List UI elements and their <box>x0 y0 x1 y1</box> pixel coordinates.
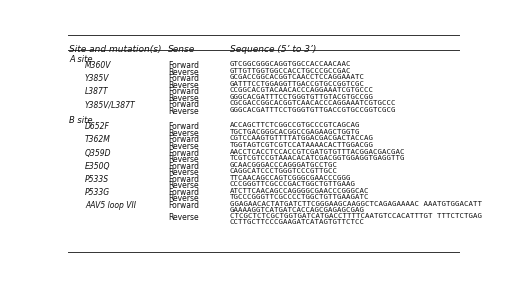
Text: D652F: D652F <box>85 122 110 131</box>
Text: Forward: Forward <box>168 135 199 145</box>
Text: Reverse: Reverse <box>168 213 198 222</box>
Text: Forward: Forward <box>168 74 199 83</box>
Text: Sense: Sense <box>168 45 195 54</box>
Text: CGCGACCGGCACGGTCAACACCCAGGAAATCGTGCCC: CGCGACCGGCACGGTCAACACCCAGGAAATCGTGCCC <box>230 101 396 107</box>
Text: Forward: Forward <box>168 201 199 210</box>
Text: Reverse: Reverse <box>168 155 198 164</box>
Text: P533G: P533G <box>85 188 110 197</box>
Text: Reverse: Reverse <box>168 168 198 177</box>
Text: P533S: P533S <box>85 175 109 184</box>
Text: M360V: M360V <box>85 61 112 70</box>
Text: Sequence (5’ to 3’): Sequence (5’ to 3’) <box>230 45 316 54</box>
Text: GCGACCGGCACGGTCAACCTCCAGGAAATC: GCGACCGGCACGGTCAACCTCCAGGAAATC <box>230 74 364 80</box>
Text: GTCGGCGGGCAGGTGGCCACCAACAAC: GTCGGCGGGCAGGTGGCCACCAACAAC <box>230 61 351 67</box>
Text: Reverse: Reverse <box>168 181 198 190</box>
Text: CCTTGCTTCCCGAAGATCATAGTGTTCTCC: CCTTGCTTCCCGAAGATCATAGTGTTCTCC <box>230 219 364 226</box>
Text: TGCTGACGGGCACGGCCGAGAAGCTGGTG: TGCTGACGGGCACGGCCGAGAAGCTGGTG <box>230 129 360 135</box>
Text: CAGGCATCCCTGGGTCCCGTTGCC: CAGGCATCCCTGGGTCCCGTTGCC <box>230 168 338 174</box>
Text: B site: B site <box>69 116 93 125</box>
Text: Reverse: Reverse <box>168 68 198 77</box>
Text: TCGTCGTCCGTAAACACATCGACGGTGGAGGTGAGGTTG: TCGTCGTCCGTAAACACATCGACGGTGGAGGTGAGGTTG <box>230 155 405 161</box>
Text: GGGCACGATTTCCTGGGTGTTGTACGTGCCGG: GGGCACGATTTCCTGGGTGTTGTACGTGCCGG <box>230 94 374 100</box>
Text: Y385V/L387T: Y385V/L387T <box>85 101 136 109</box>
Text: CCCGGGTTCGCCCGACTGGCTGTTGAAG: CCCGGGTTCGCCCGACTGGCTGTTGAAG <box>230 181 356 187</box>
Text: TGGTAGTCGTCGTCCATAAAACACTTGGACGG: TGGTAGTCGTCGTCCATAAAACACTTGGACGG <box>230 142 374 148</box>
Text: GGGCACGATTTCCTGGGTGTTGACCGTGCCGGTCGCG: GGGCACGATTTCCTGGGTGTTGACCGTGCCGGTCGCG <box>230 107 396 113</box>
Text: Site and mutation(s): Site and mutation(s) <box>69 45 161 54</box>
Text: GTTGTTGGTGGCCACCTGCCCGCCGAC: GTTGTTGGTGGCCACCTGCCCGCCGAC <box>230 68 351 74</box>
Text: Reverse: Reverse <box>168 142 198 151</box>
Text: Q359D: Q359D <box>85 149 112 158</box>
Text: GGAGAACACTATGATCTTCGGGAAGCAAGGCTCAGAGAAAAC AAATGTGGACATT: GGAGAACACTATGATCTTCGGGAAGCAAGGCTCAGAGAAA… <box>230 201 482 207</box>
Text: ACCAGCTTCTCGGCCGTGCCCGTCAGCAG: ACCAGCTTCTCGGCCGTGCCCGTCAGCAG <box>230 122 360 128</box>
Text: Forward: Forward <box>168 122 199 131</box>
Text: E350Q: E350Q <box>85 162 111 170</box>
Text: Reverse: Reverse <box>168 129 198 138</box>
Text: Reverse: Reverse <box>168 94 198 103</box>
Text: CTCGCTCTCGCTGGTGATCATGACCTTTTCAATGTCCACATTTGT TTTCTCTGAG: CTCGCTCTCGCTGGTGATCATGACCTTTTCAATGTCCACA… <box>230 213 482 219</box>
Text: Forward: Forward <box>168 101 199 109</box>
Text: Reverse: Reverse <box>168 107 198 116</box>
Text: T362M: T362M <box>85 135 111 145</box>
Text: GAAAAGGTCATGATCACCAGCGAGAGCGAG: GAAAAGGTCATGATCACCAGCGAGAGCGAG <box>230 207 364 213</box>
Text: Reverse: Reverse <box>168 194 198 203</box>
Text: GATTTCCTGGAGGTTGACCGTGCCGGTCGC: GATTTCCTGGAGGTTGACCGTGCCGGTCGC <box>230 81 364 87</box>
Text: Forward: Forward <box>168 61 199 70</box>
Text: CCGGCACGTACAACACCCAGGAAATCGTGCCC: CCGGCACGTACAACACCCAGGAAATCGTGCCC <box>230 87 374 93</box>
Text: Forward: Forward <box>168 175 199 184</box>
Text: Forward: Forward <box>168 87 199 96</box>
Text: Forward: Forward <box>168 188 199 197</box>
Text: AAV5 loop VII: AAV5 loop VII <box>85 201 136 210</box>
Text: Forward: Forward <box>168 162 199 170</box>
Text: GCAACGGGACCCAGGGATGCCTGC: GCAACGGGACCCAGGGATGCCTGC <box>230 162 338 168</box>
Text: TTCAACAGCCAGTCGGGCGAACCCGGG: TTCAACAGCCAGTCGGGCGAACCCGGG <box>230 175 351 181</box>
Text: CGTCCAAGTGTTTTATGGACGACGACTACCAG: CGTCCAAGTGTTTTATGGACGACGACTACCAG <box>230 135 374 141</box>
Text: Forward: Forward <box>168 149 199 158</box>
Text: TGCCCGGGTTCGCCCCTGGCTGTTGAAGATC: TGCCCGGGTTCGCCCCTGGCTGTTGAAGATC <box>230 194 369 200</box>
Text: Reverse: Reverse <box>168 81 198 90</box>
Text: ATCTTCAACAGCCAGGGGCGAACCCGGGCAC: ATCTTCAACAGCCAGGGGCGAACCCGGGCAC <box>230 188 369 194</box>
Text: A site: A site <box>69 55 93 64</box>
Text: L387T: L387T <box>85 87 108 96</box>
Text: Y385V: Y385V <box>85 74 109 83</box>
Text: AACCTCACCTCCACCGTCGATGTGTTTACGGACGACGAC: AACCTCACCTCCACCGTCGATGTGTTTACGGACGACGAC <box>230 149 405 155</box>
